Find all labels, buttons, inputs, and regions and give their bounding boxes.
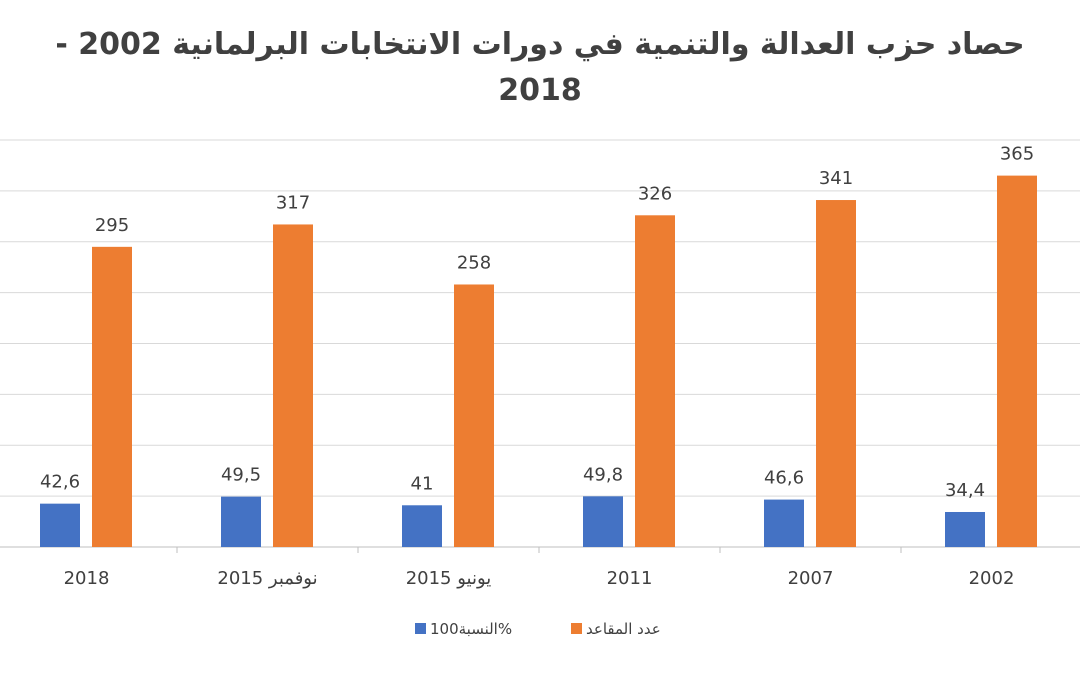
bars [40,175,1037,548]
data-label: 258 [457,252,491,273]
x-tick-label: 2007 [788,568,834,589]
bar-percentage [945,511,985,547]
bar-seats [997,175,1037,548]
chart-title-line-1: حصاد حزب العدالة والتنمية في دورات الانت… [55,27,1025,62]
bar-percentage [40,503,80,547]
bar-percentage [402,505,442,547]
data-label: 295 [95,215,129,236]
data-label: 365 [1000,144,1034,165]
bar-seats [635,215,675,548]
gridlines [0,139,1080,553]
legend-swatch [571,623,582,634]
data-label: 326 [638,183,672,204]
bar-seats [816,200,856,547]
bar-seats [92,246,132,547]
data-label: 42,6 [40,472,80,493]
x-tick-label: 2015 يونيو [406,568,492,589]
data-label: 34,4 [945,480,985,501]
bar-percentage [764,499,804,547]
bar-percentage [583,496,623,547]
data-label: 49,8 [583,464,623,485]
legend-label: عدد المقاعد [586,620,661,638]
chart-title: حصاد حزب العدالة والتنمية في دورات الانت… [0,22,1080,114]
data-labels: 42,6 295 49,5 317 41 258 49,8 326 46,6 341 34,4 365 [40,144,1034,501]
x-axis-tick-labels: 2018 2015 نوفمبر 2015 يونيو 2011 2007 2002 [64,568,1015,589]
legend-label: النسبة100% [430,620,512,638]
chart-title-line-2: 2018 [498,73,582,108]
x-tick-label: 2018 [64,568,110,589]
bar-seats [273,224,313,547]
x-tick-label: 2011 [607,568,653,589]
data-label: 341 [819,168,853,189]
legend: عدد المقاعد النسبة100% [415,620,661,638]
legend-swatch [415,623,426,634]
x-tick-label: 2002 [969,568,1015,589]
data-label: 41 [411,473,434,494]
bar-seats [454,284,494,547]
x-tick-label: 2015 نوفمبر [217,568,317,589]
data-label: 49,5 [221,465,261,486]
bar-percentage [221,496,261,547]
data-label: 46,6 [764,468,804,489]
data-label: 317 [276,192,310,213]
